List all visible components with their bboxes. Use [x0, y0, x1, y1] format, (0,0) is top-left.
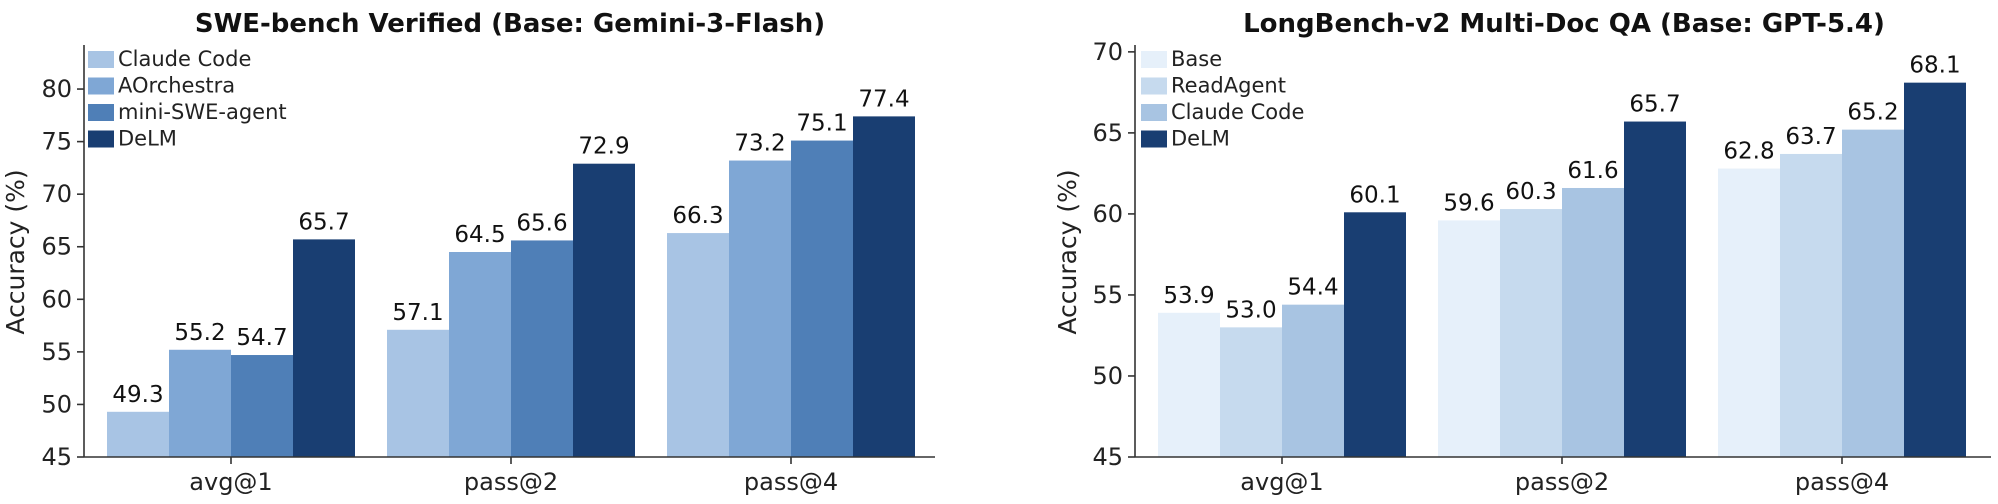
legend-label: AOrchestra	[118, 74, 235, 98]
y-tick-label: 65	[1092, 119, 1123, 147]
data-label: 55.2	[174, 320, 225, 346]
bar	[1842, 129, 1904, 457]
y-tick-label: 65	[41, 233, 72, 261]
bar	[1500, 209, 1562, 457]
y-tick-label: 50	[1092, 362, 1123, 390]
y-tick-label: 50	[41, 390, 72, 418]
chart-swe-bench: SWE-bench Verified (Base: Gemini-3-Flash…	[1, 9, 935, 496]
y-tick-label: 45	[1092, 443, 1123, 471]
data-label: 60.1	[1349, 182, 1400, 208]
data-label: 65.2	[1847, 100, 1898, 126]
data-label: 49.3	[112, 382, 163, 408]
legend-label: Claude Code	[118, 47, 251, 71]
y-axis-label: Accuracy (%)	[1053, 169, 1082, 334]
bar	[107, 411, 169, 457]
data-label: 77.4	[858, 86, 909, 112]
y-tick-label: 70	[1092, 38, 1123, 66]
x-tick-label: pass@4	[1795, 468, 1889, 496]
data-label: 65.6	[516, 210, 567, 236]
x-tick-label: pass@2	[464, 468, 558, 496]
legend-label: DeLM	[1171, 127, 1230, 151]
legend-swatch	[88, 51, 114, 68]
x-tick-label: avg@1	[189, 468, 272, 496]
bar	[387, 329, 449, 457]
bar	[1904, 82, 1966, 458]
y-tick-label: 60	[41, 285, 72, 313]
data-label: 54.7	[236, 325, 287, 351]
data-label: 72.9	[578, 134, 629, 160]
data-label: 65.7	[1629, 92, 1680, 118]
data-label: 64.5	[454, 222, 505, 248]
data-label: 73.2	[734, 131, 785, 157]
y-tick-label: 75	[41, 128, 72, 156]
bar	[1562, 187, 1624, 457]
bar	[1158, 312, 1220, 457]
bar	[1220, 327, 1282, 457]
y-tick-label: 70	[41, 180, 72, 208]
y-axis-label: Accuracy (%)	[1, 169, 30, 334]
bar	[169, 349, 231, 457]
x-tick-label: avg@1	[1240, 468, 1323, 496]
bar	[729, 160, 791, 458]
y-tick-label: 60	[1092, 200, 1123, 228]
legend-label: mini-SWE-agent	[118, 100, 287, 124]
legend-swatch	[1141, 130, 1167, 148]
legend-label: Base	[1171, 47, 1222, 71]
data-label: 66.3	[672, 203, 723, 229]
legend-label: ReadAgent	[1171, 74, 1286, 98]
x-tick-label: pass@2	[1515, 468, 1609, 496]
bar	[791, 140, 853, 458]
data-label: 63.7	[1785, 124, 1836, 150]
bar	[1718, 168, 1780, 457]
bar	[573, 163, 635, 457]
chart-longbench: LongBench-v2 Multi-Doc QA (Base: GPT-5.4…	[1053, 9, 1991, 496]
chart-title: LongBench-v2 Multi-Doc QA (Base: GPT-5.4…	[1243, 9, 1885, 39]
legend-swatch	[88, 130, 114, 148]
bar	[1438, 220, 1500, 457]
bar	[449, 252, 511, 457]
data-label: 57.1	[392, 300, 443, 326]
data-label: 75.1	[796, 111, 847, 137]
legend-swatch	[1141, 51, 1167, 68]
bar	[293, 239, 355, 457]
bar	[853, 116, 915, 457]
legend-label: DeLM	[118, 127, 177, 151]
data-label: 68.1	[1909, 53, 1960, 79]
bar	[1344, 212, 1406, 457]
bar	[1780, 153, 1842, 457]
data-label: 61.6	[1567, 158, 1618, 184]
bar	[667, 233, 729, 457]
data-label: 65.7	[298, 209, 349, 235]
data-label: 62.8	[1723, 139, 1774, 165]
data-label: 53.0	[1225, 297, 1276, 323]
y-tick-label: 80	[41, 75, 72, 103]
data-label: 59.6	[1443, 190, 1494, 216]
bar	[1282, 304, 1344, 457]
y-tick-label: 55	[41, 338, 72, 366]
data-label: 53.9	[1163, 283, 1214, 309]
legend-swatch	[1141, 104, 1167, 121]
legend-swatch	[1141, 77, 1167, 95]
chart-title: SWE-bench Verified (Base: Gemini-3-Flash…	[195, 9, 825, 39]
bar	[231, 355, 293, 457]
legend-swatch	[88, 77, 114, 95]
y-tick-label: 55	[1092, 281, 1123, 309]
data-label: 54.4	[1287, 275, 1338, 301]
data-label: 60.3	[1505, 179, 1556, 205]
legend-swatch	[88, 104, 114, 121]
bar	[511, 240, 573, 457]
legend-label: Claude Code	[1171, 100, 1304, 124]
y-tick-label: 45	[41, 443, 72, 471]
bar	[1624, 121, 1686, 457]
x-tick-label: pass@4	[744, 468, 838, 496]
